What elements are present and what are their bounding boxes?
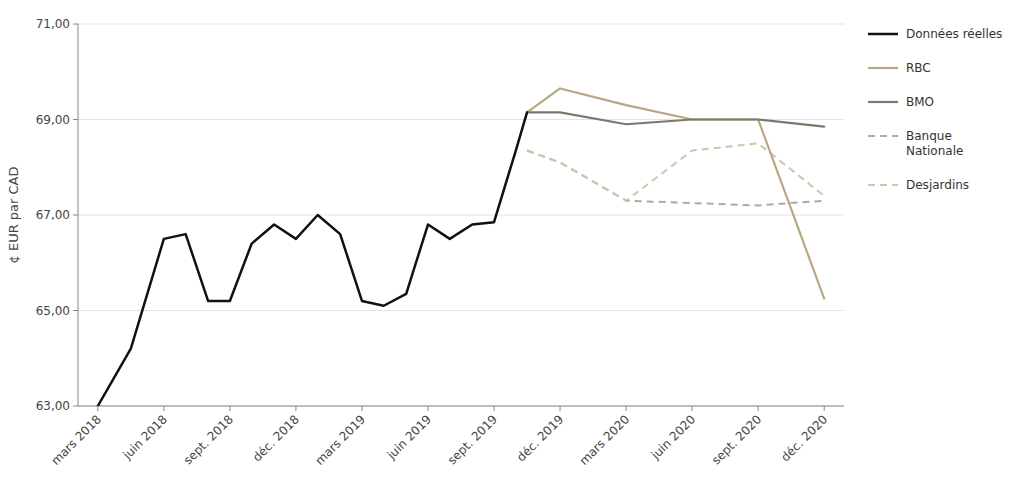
x-tick (824, 406, 825, 411)
legend-label: BMO (906, 95, 934, 109)
y-tick-label: 63,00 (36, 399, 70, 413)
x-tick-label: mars 2018 (48, 412, 104, 468)
series-line (527, 88, 824, 298)
chart: 63,00 65,00 67,00 69,00 71,00 mars 2018 juin 2… (0, 0, 1024, 494)
legend-swatch (868, 135, 898, 137)
x-tick (427, 406, 428, 411)
legend-label: Données réelles (906, 27, 1002, 41)
axes: 63,00 65,00 67,00 69,00 71,00 mars 2018 juin 2… (36, 17, 844, 468)
x-tick-label: sept. 2020 (709, 412, 764, 467)
x-tick (692, 406, 693, 411)
x-tick-label: sept. 2018 (181, 412, 236, 467)
x-tick (494, 406, 495, 411)
x-tick-label: juin 2019 (384, 412, 434, 462)
x-tick (560, 406, 561, 411)
y-tick-label: 67,00 (36, 208, 70, 222)
x-axis-line (78, 406, 844, 407)
y-tick (73, 310, 78, 311)
x-tick (361, 406, 362, 411)
grid-line (78, 24, 844, 25)
x-tick (163, 406, 164, 411)
y-tick-label: 71,00 (36, 17, 70, 31)
legend-swatch (868, 33, 898, 36)
legend-swatch (868, 67, 898, 69)
plot-area (98, 88, 824, 406)
y-tick (73, 215, 78, 216)
legend-swatch (868, 184, 898, 186)
y-tick (73, 119, 78, 120)
series-line (98, 112, 527, 406)
x-tick (229, 406, 230, 411)
x-tick (295, 406, 296, 411)
series-line (527, 112, 824, 126)
x-tick-label: juin 2018 (120, 412, 170, 462)
x-tick-label: mars 2020 (577, 412, 633, 468)
legend-label: RBC (906, 61, 931, 75)
legend-label: BanqueNationale (906, 129, 963, 158)
x-tick-label: juin 2020 (648, 412, 698, 462)
x-tick-label: mars 2019 (312, 412, 368, 468)
x-tick (97, 406, 98, 411)
y-tick (73, 24, 78, 25)
grid-line (78, 215, 844, 216)
grid (78, 24, 844, 406)
x-tick (626, 406, 627, 411)
x-tick-label: déc. 2020 (778, 412, 830, 464)
legend-label: Desjardins (906, 178, 969, 192)
x-tick (758, 406, 759, 411)
y-axis-label: ¢ EUR par CAD (6, 167, 21, 264)
x-tick-label: déc. 2018 (250, 412, 302, 464)
grid-line (78, 406, 844, 407)
x-tick-label: sept. 2019 (445, 412, 500, 467)
y-tick-label: 69,00 (36, 113, 70, 127)
legend-swatch (868, 101, 898, 103)
y-tick-label: 65,00 (36, 304, 70, 318)
grid-line (78, 310, 844, 311)
legend: Données réelles RBC BMO BanqueNationale Desj… (868, 27, 1002, 192)
x-tick-label: déc. 2019 (514, 412, 566, 464)
series-line (527, 143, 824, 200)
y-axis-line (78, 24, 79, 406)
y-tick (73, 406, 78, 407)
